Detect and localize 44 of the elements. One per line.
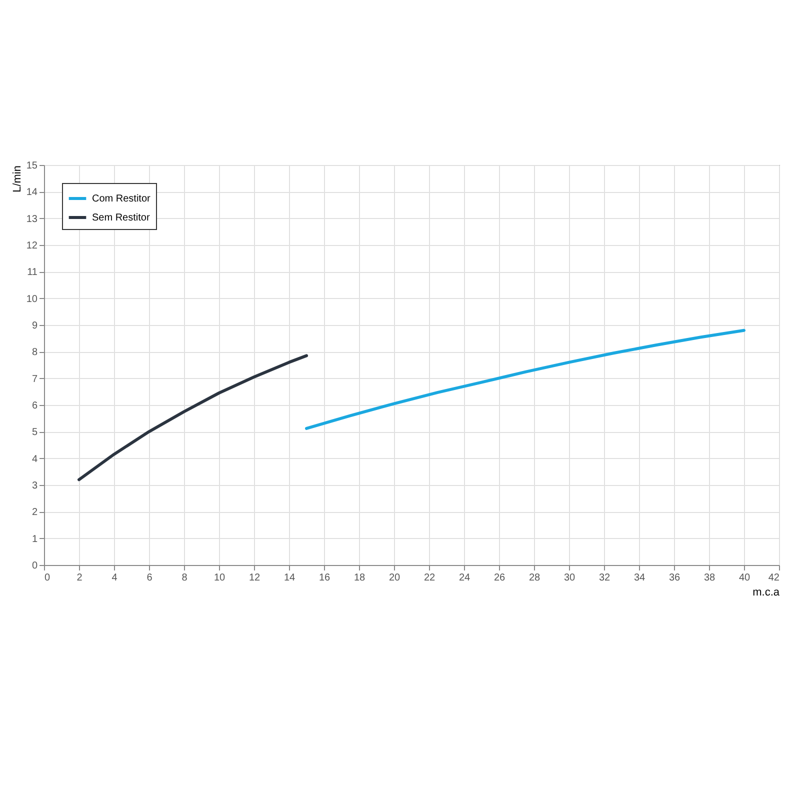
x-tick-label: 2 [76,572,83,584]
y-tick-label: 8 [32,347,38,358]
x-tick-label: 6 [146,572,153,584]
x-tick-label: 34 [634,572,646,584]
y-tick-label: 15 [26,160,38,172]
y-tick-label: 6 [32,400,38,412]
x-tick-label: 28 [528,572,540,584]
line-series [305,328,746,430]
x-tick-label: 0 [44,572,50,584]
y-tick-label: 13 [26,214,38,225]
x-tick-label: 12 [248,572,260,584]
y-tick-label: 10 [26,294,38,305]
x-tick-label: 24 [458,572,470,584]
y-tick-label: 11 [27,267,38,278]
x-tick-label: 4 [112,572,118,584]
x-tick-label: 22 [424,572,436,584]
x-tick-label: 32 [598,572,610,584]
x-tick-label: 8 [182,572,188,584]
x-axis-title: m.c.a [752,586,780,598]
y-tick-label: 5 [32,427,38,438]
x-tick-label: 40 [738,572,750,584]
x-tick-label: 36 [668,572,680,584]
x-tick-label: 16 [318,572,330,584]
x-tick-label: 14 [284,572,296,584]
y-tick-label: 2 [32,507,38,518]
line-series [78,354,308,482]
y-tick-label: 7 [32,374,38,385]
y-tick-label: 14 [26,187,38,198]
y-tick-label: 12 [26,240,38,252]
y-tick-label: 1 [32,534,38,545]
y-tick-label: 3 [32,480,38,492]
x-tick-label: 38 [704,572,716,584]
x-tick-label: 20 [388,572,400,584]
x-tick-label: 30 [564,572,576,584]
legend-label: Com Restitor [92,194,152,204]
y-tick-label: 9 [32,320,38,332]
x-tick-label: 18 [354,572,366,584]
y-tick-label: 0 [32,560,38,572]
x-tick-label: 42 [768,572,780,584]
y-axis-title: L/min [11,166,24,192]
legend-label: Sem Restitor [92,212,150,224]
y-tick-label: 4 [32,454,38,465]
x-tick-label: 26 [494,572,506,584]
x-tick-label: 10 [214,572,226,584]
